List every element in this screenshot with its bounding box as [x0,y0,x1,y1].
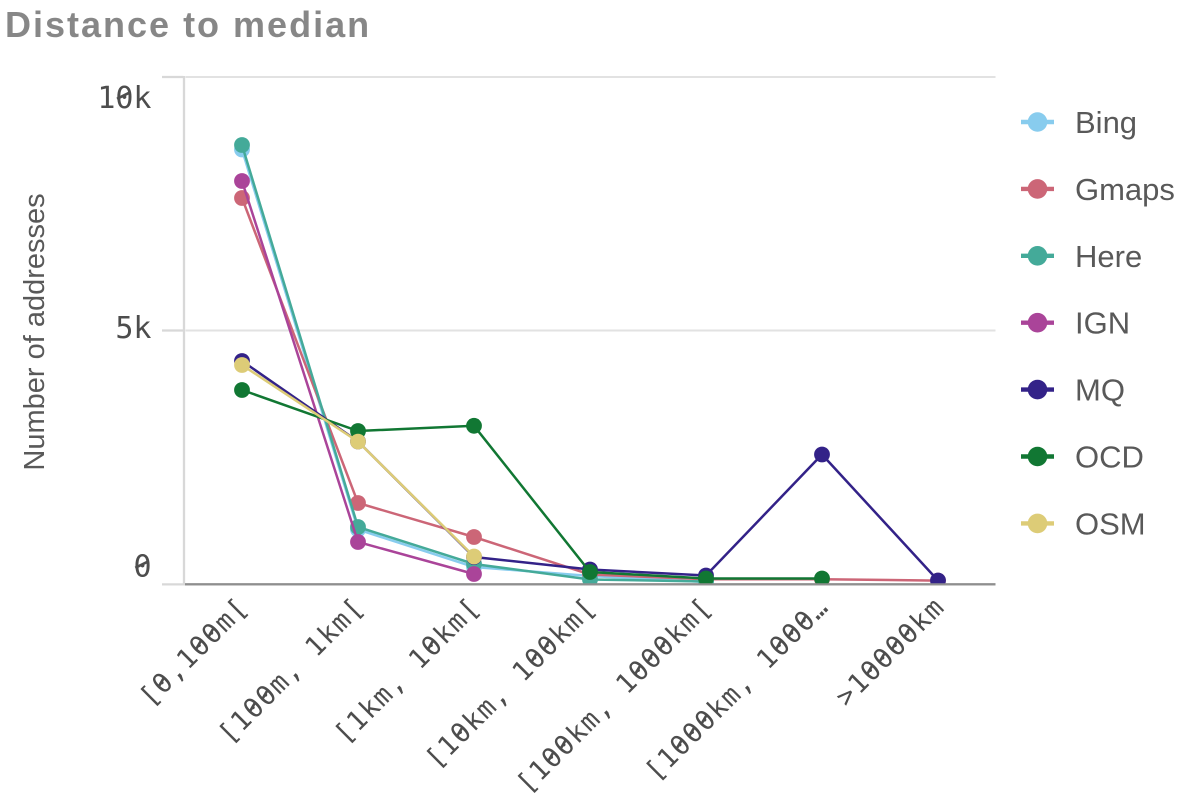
svg-text:Gmaps: Gmaps [1075,172,1175,207]
svg-text:[100km, 1000km[: [100km, 1000km[ [511,592,719,800]
svg-text:Bing: Bing [1075,105,1137,140]
svg-text:Number of addresses: Number of addresses [19,193,51,470]
svg-text:Distance to median: Distance to median [5,4,371,45]
svg-text:MQ: MQ [1075,373,1125,408]
svg-text:[0,100m[: [0,100m[ [134,592,255,713]
svg-text:IGN: IGN [1075,306,1130,341]
svg-text:>10000km: >10000km [830,592,951,713]
svg-text:0: 0 [133,550,151,585]
svg-text:10k: 10k [97,81,151,116]
svg-text:Here: Here [1075,239,1142,274]
svg-text:OSM: OSM [1075,506,1146,541]
svg-text:OCD: OCD [1075,440,1144,475]
svg-text:5k: 5k [115,311,151,346]
